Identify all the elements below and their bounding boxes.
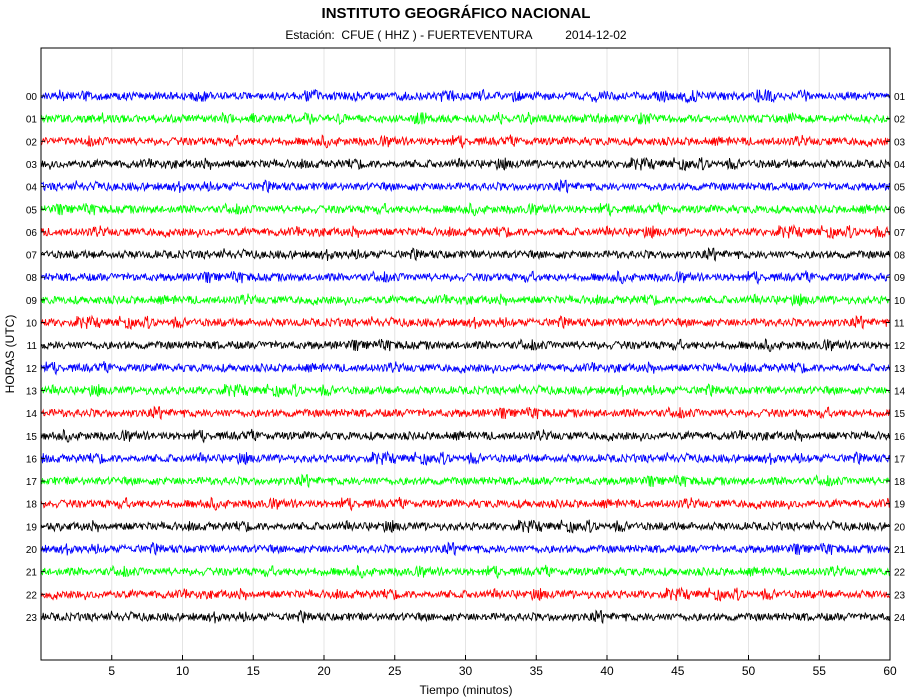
y-right-label: 12 <box>894 341 906 352</box>
x-tick-label: 55 <box>813 664 827 678</box>
trace-hour-19 <box>40 519 891 534</box>
y-left-label: 03 <box>26 160 38 171</box>
y-right-label: 20 <box>894 522 906 533</box>
x-tick-label: 45 <box>671 664 685 678</box>
y-left-label: 17 <box>26 477 38 488</box>
x-tick-label: 50 <box>742 664 756 678</box>
y-right-label: 08 <box>894 251 906 262</box>
y-left-label: 12 <box>26 364 38 375</box>
x-tick-label: 35 <box>530 664 544 678</box>
y-left-label: 06 <box>26 228 38 239</box>
y-left-label: 20 <box>26 545 38 556</box>
y-right-label: 23 <box>894 590 906 601</box>
trace-hour-10 <box>40 314 891 330</box>
station-prefix: Estación: <box>285 28 335 42</box>
trace-hour-21 <box>40 564 891 580</box>
y-axis-right-labels: 01 02 03 04 05 06 07 08 09 10 11 12 13 14 15 16 17 18 19 20… <box>886 92 906 624</box>
station-name: CFUE ( HHZ ) - FUERTEVENTURA <box>341 28 532 42</box>
y-right-label: 11 <box>894 319 905 330</box>
chart-date: 2014-12-02 <box>565 28 627 42</box>
trace-hour-01 <box>40 111 891 126</box>
y-right-label: 05 <box>894 183 906 194</box>
y-left-label: 05 <box>26 205 38 216</box>
x-tick-label: 15 <box>247 664 261 678</box>
y-right-label: 18 <box>894 477 906 488</box>
trace-hour-09 <box>40 293 891 307</box>
trace-hour-13 <box>40 383 890 398</box>
y-left-label: 19 <box>26 522 38 533</box>
chart-subtitle: Estación: CFUE ( HHZ ) - FUERTEVENTURA 2… <box>0 28 912 42</box>
chart-title: INSTITUTO GEOGRÁFICO NACIONAL <box>321 5 591 22</box>
y-right-label: 07 <box>894 228 906 239</box>
y-right-label: 17 <box>894 454 906 465</box>
trace-hour-22 <box>40 586 891 602</box>
trace-hour-00 <box>40 88 891 104</box>
y-right-label: 14 <box>894 386 906 397</box>
trace-hour-02 <box>40 134 891 150</box>
trace-hour-03 <box>40 157 891 172</box>
trace-hour-20 <box>40 541 891 557</box>
y-right-label: 04 <box>894 160 906 171</box>
seismic-traces <box>40 88 891 625</box>
y-axis-left-labels: 00 01 02 03 04 05 06 07 08 09 10 11 12 13 14 15 16 17 18 19… <box>26 92 45 624</box>
x-tick-label: 25 <box>388 664 402 678</box>
trace-hour-14 <box>40 405 891 421</box>
x-axis-ticks: 5 10 15 20 25 30 35 40 45 50 55 60 <box>108 655 897 678</box>
y-left-label: 22 <box>26 590 38 601</box>
y-left-label: 07 <box>26 251 38 262</box>
trace-hour-04 <box>40 178 891 194</box>
x-tick-label: 20 <box>317 664 331 678</box>
trace-hour-16 <box>40 450 891 466</box>
y-right-label: 16 <box>894 432 906 443</box>
y-left-label: 11 <box>27 341 38 352</box>
trace-hour-18 <box>40 496 891 512</box>
trace-hour-12 <box>40 361 891 376</box>
y-left-label: 13 <box>26 386 38 397</box>
trace-hour-23 <box>40 609 891 625</box>
y-right-label: 03 <box>894 137 906 148</box>
x-tick-label: 10 <box>176 664 190 678</box>
y-left-label: 15 <box>26 432 38 443</box>
trace-hour-15 <box>40 428 891 444</box>
y-left-label: 21 <box>26 568 38 579</box>
trace-hour-05 <box>40 202 891 218</box>
y-right-label: 09 <box>894 273 906 284</box>
y-right-label: 01 <box>894 92 906 103</box>
x-tick-label: 60 <box>883 664 897 678</box>
y-left-label: 04 <box>26 183 38 194</box>
y-left-label: 14 <box>26 409 38 420</box>
y-left-label: 16 <box>26 454 38 465</box>
y-left-label: 18 <box>26 500 38 511</box>
y-left-label: 08 <box>26 273 38 284</box>
trace-hour-11 <box>40 338 891 353</box>
y-right-label: 21 <box>894 545 906 556</box>
y-right-label: 19 <box>894 500 906 511</box>
x-tick-label: 40 <box>600 664 614 678</box>
y-left-label: 23 <box>26 613 38 624</box>
x-axis-label: Tiempo (minutos) <box>420 683 513 697</box>
y-right-label: 06 <box>894 205 906 216</box>
y-right-label: 15 <box>894 409 906 420</box>
y-right-label: 02 <box>894 115 906 126</box>
y-left-label: 09 <box>26 296 38 307</box>
trace-hour-06 <box>40 223 891 240</box>
y-right-label: 10 <box>894 296 906 307</box>
grid-lines <box>111 48 820 660</box>
trace-hour-07 <box>40 246 891 262</box>
x-tick-label: 30 <box>459 664 473 678</box>
y-right-label: 22 <box>894 568 906 579</box>
y-left-label: 02 <box>26 137 38 148</box>
y-right-label: 13 <box>894 364 906 375</box>
trace-hour-17 <box>40 473 891 489</box>
y-left-label: 00 <box>26 92 38 103</box>
x-tick-label: 5 <box>108 664 115 678</box>
y-axis-label: HORAS (UTC) <box>3 315 17 394</box>
y-right-label: 24 <box>894 613 906 624</box>
trace-hour-08 <box>40 270 891 286</box>
y-left-label: 01 <box>26 115 38 126</box>
y-left-label: 10 <box>26 319 38 330</box>
